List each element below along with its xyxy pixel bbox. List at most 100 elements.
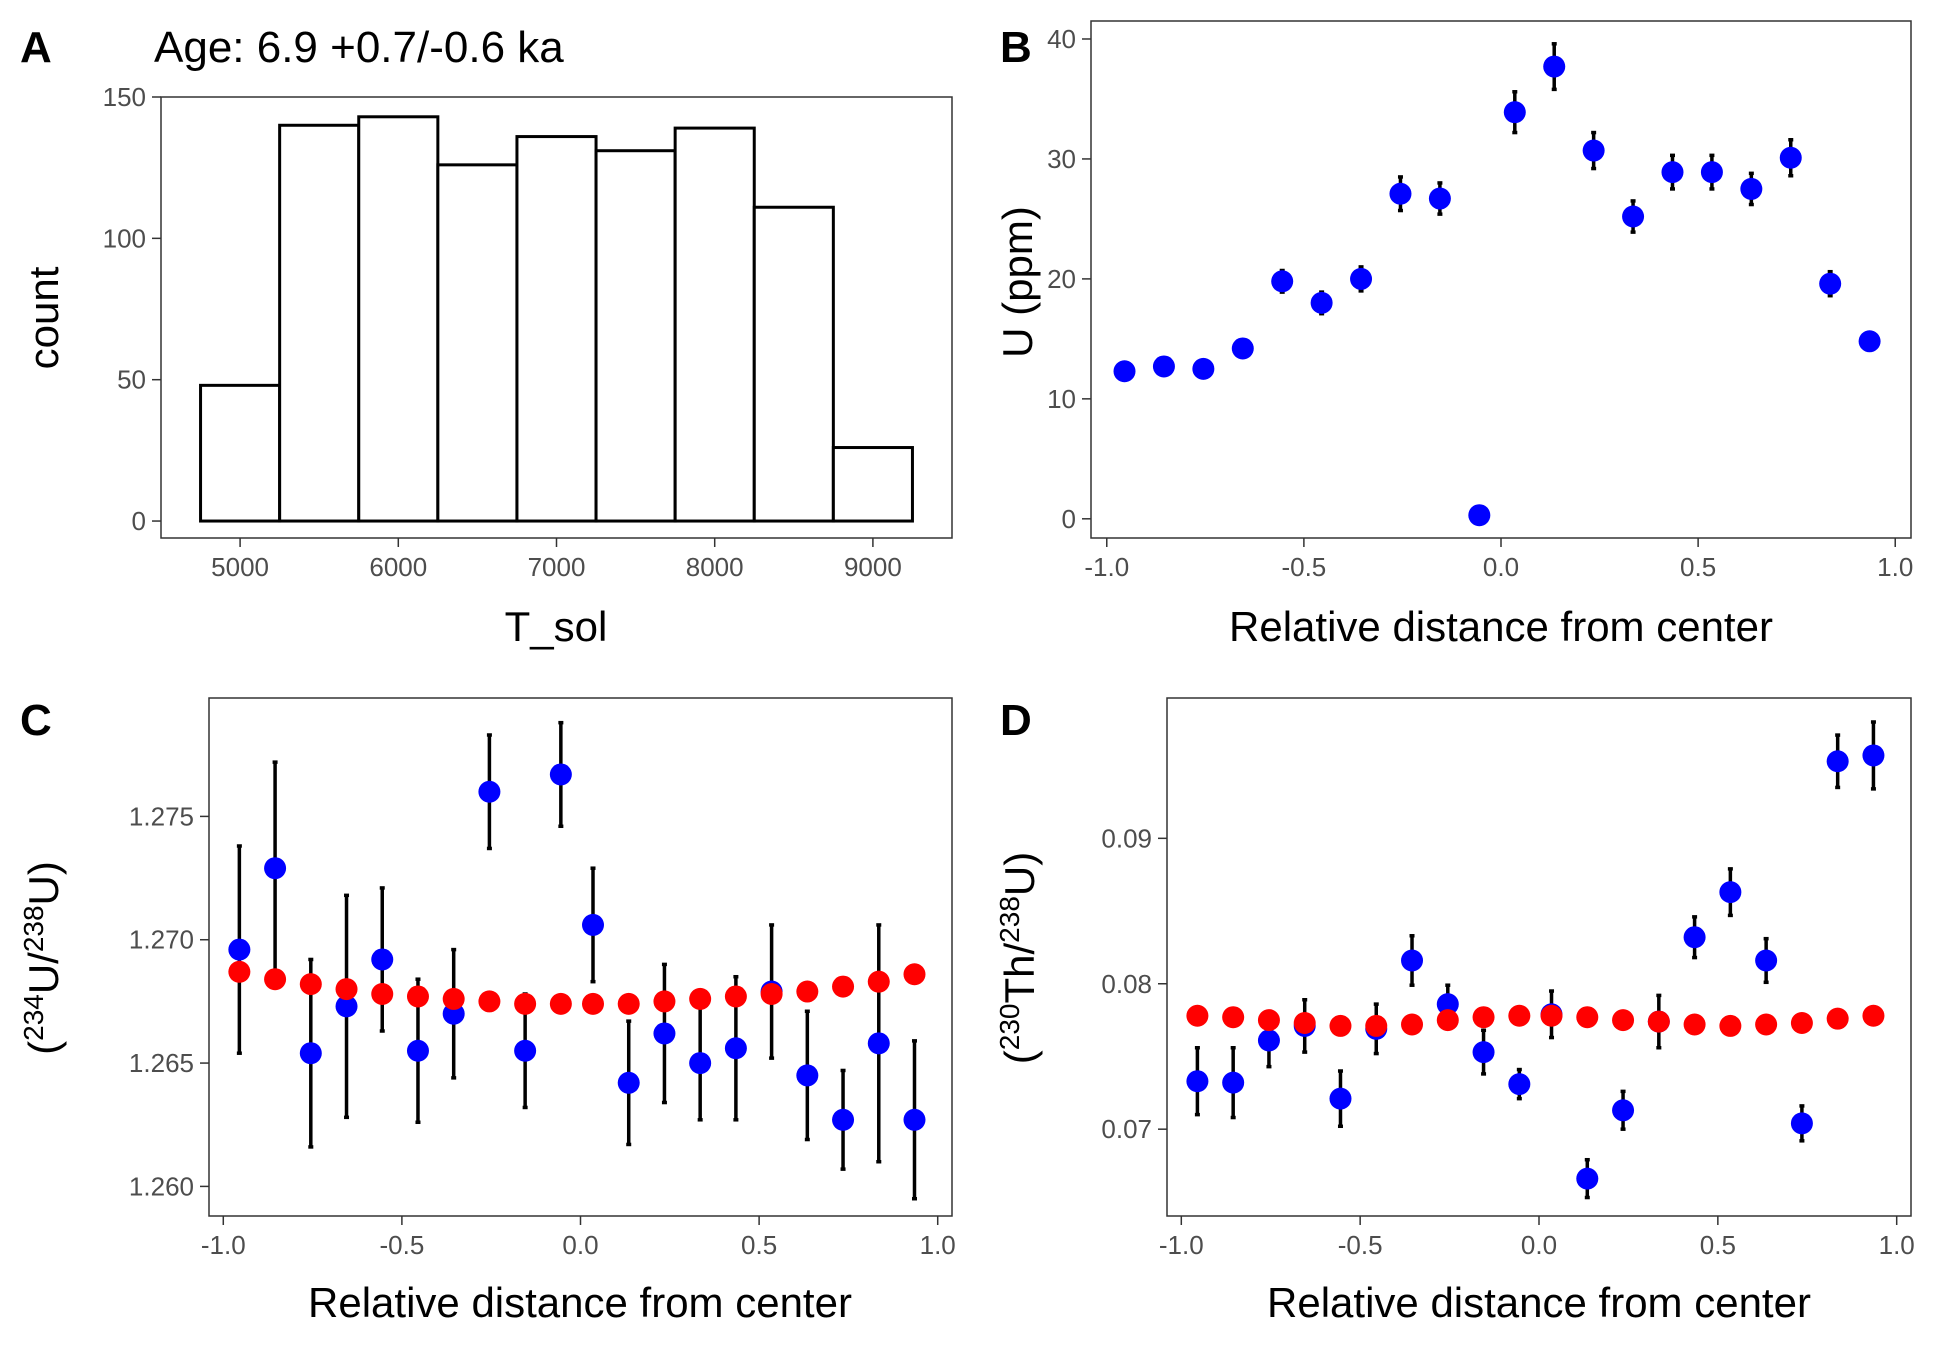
measured-point	[1468, 504, 1491, 527]
model-point	[478, 990, 501, 1013]
x-tick-label: -0.5	[379, 1230, 424, 1260]
y-tick-label: 1.275	[129, 801, 194, 831]
x-tick-label: 0.0	[1521, 1230, 1557, 1260]
panel-d-y-base2: U)	[996, 852, 1043, 896]
panel-b-error-bars	[1122, 42, 1873, 519]
panel-d-y-sup1: 230	[994, 1004, 1025, 1051]
model-point	[582, 992, 605, 1015]
measured-point	[1790, 1112, 1813, 1135]
x-tick-label: 0.5	[741, 1230, 777, 1260]
measured-point	[1503, 101, 1526, 124]
panel-c-y-open: (	[20, 1041, 67, 1055]
panel-c-y-base1: U/	[20, 952, 67, 994]
x-tick-label: 0.5	[1700, 1230, 1736, 1260]
panel-b-y-axis-title: U (ppm)	[994, 206, 1041, 358]
model-point	[335, 978, 358, 1001]
model-point	[1257, 1009, 1280, 1032]
model-point	[617, 992, 640, 1015]
panel-d-y-base1: Th/	[996, 942, 1043, 1003]
measured-point	[1740, 177, 1763, 200]
panel-a-x-axis-title: T_sol	[505, 603, 608, 650]
panel-a-y-axis: 0 50 100 150	[103, 82, 161, 536]
measured-point	[1543, 55, 1566, 78]
panel-d-letter: D	[1000, 696, 1032, 745]
model-point	[867, 970, 890, 993]
panel-b-x-axis: -1.0 -0.5 0.0 0.5 1.0	[1084, 538, 1913, 582]
panel-c-y-sup1: 234	[18, 994, 49, 1041]
panel-b-uranium-plot: B -1.0 -0.5 0.0 0.5 1.0 0 10 20 30 40 Relative d…	[994, 20, 1913, 650]
x-tick-label: 6000	[369, 552, 427, 582]
measured-point	[832, 1108, 855, 1131]
measured-point	[1257, 1029, 1280, 1052]
measured-point	[406, 1039, 429, 1062]
y-tick-label: 0	[1062, 504, 1076, 534]
panel-b-plot-area	[1090, 20, 1912, 539]
y-tick-label: 40	[1047, 24, 1076, 54]
measured-point	[371, 948, 394, 971]
x-tick-label: -0.5	[1281, 552, 1326, 582]
panel-b-y-axis: 0 10 20 30 40	[1047, 24, 1091, 534]
measured-point	[1222, 1071, 1245, 1094]
measured-point	[1683, 926, 1706, 949]
model-point	[760, 983, 783, 1005]
model-point	[1683, 1013, 1706, 1036]
x-tick-label: 1.0	[1877, 552, 1913, 582]
panel-b-points	[1113, 55, 1881, 527]
x-tick-label: -1.0	[1084, 552, 1129, 582]
panel-a-histogram: A Age: 6.9 +0.7/-0.6 ka 5000 6000 7000 8000…	[20, 23, 953, 650]
measured-point	[1310, 291, 1333, 314]
measured-point	[1152, 355, 1175, 378]
y-tick-label: 1.260	[129, 1171, 194, 1201]
x-tick-label: 5000	[211, 552, 269, 582]
panel-c-y-sup2: 238	[18, 905, 49, 952]
measured-point	[1231, 337, 1254, 360]
measured-point	[903, 1108, 926, 1131]
model-point	[1540, 1004, 1563, 1027]
panel-c-234u-238u-plot: C -1.0 -0.5 0.0 0.5 1.0 1.260 1.265 1.270 1.275…	[18, 696, 956, 1326]
measured-point	[1661, 161, 1684, 184]
panel-a-bars	[199, 115, 914, 523]
measured-point	[1719, 881, 1742, 904]
x-tick-label: 1.0	[1879, 1230, 1915, 1260]
panel-c-points	[228, 763, 926, 1131]
y-tick-label: 0.07	[1101, 1114, 1152, 1144]
y-tick-label: 1.265	[129, 1048, 194, 1078]
model-point	[796, 980, 819, 1003]
measured-point	[478, 780, 501, 803]
panel-d-y-open: (	[996, 1050, 1043, 1064]
histogram-bar	[594, 149, 677, 523]
model-point	[549, 992, 572, 1015]
model-point	[903, 963, 926, 986]
model-point	[1329, 1014, 1352, 1037]
model-point	[1862, 1004, 1885, 1027]
model-point	[1790, 1012, 1813, 1035]
measured-point	[1329, 1087, 1352, 1110]
x-tick-label: 0.0	[562, 1230, 598, 1260]
panel-c-error-bars	[236, 720, 917, 1201]
measured-point	[796, 1064, 819, 1087]
panel-a-y-axis-title: count	[20, 266, 67, 369]
measured-point	[1622, 205, 1645, 228]
measured-point	[1582, 139, 1605, 162]
model-point	[1719, 1014, 1742, 1037]
measured-point	[582, 913, 605, 936]
measured-point	[335, 995, 358, 1018]
model-point	[724, 985, 747, 1008]
panel-a-letter: A	[20, 23, 52, 72]
histogram-bar	[831, 446, 914, 523]
measured-point	[1779, 146, 1802, 169]
histogram-bar	[752, 205, 835, 523]
measured-point	[1186, 1070, 1209, 1093]
histogram-bar	[278, 123, 361, 523]
model-point	[1401, 1013, 1424, 1036]
panel-c-letter: C	[20, 696, 52, 745]
panel-c-x-axis-title: Relative distance from center	[308, 1279, 852, 1326]
measured-point	[1858, 330, 1881, 353]
model-point	[1472, 1006, 1495, 1029]
model-point	[1436, 1009, 1459, 1032]
histogram-bar	[436, 163, 519, 523]
panel-c-y-base2: U)	[20, 861, 67, 905]
histogram-bar	[673, 126, 756, 523]
model-point	[1576, 1006, 1599, 1029]
measured-point	[1401, 949, 1424, 972]
